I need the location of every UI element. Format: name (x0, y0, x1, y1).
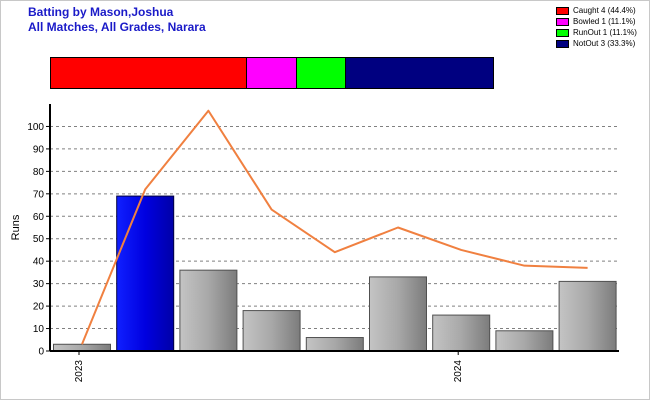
summary-segment-runout (296, 58, 346, 88)
y-tick-label: 90 (33, 144, 45, 155)
legend-label-runout: RunOut 1 (11.1%) (573, 28, 637, 37)
summary-segment-notout (345, 58, 493, 88)
chart-subtitle: All Matches, All Grades, Narara (28, 20, 206, 34)
bar (369, 276, 427, 352)
y-axis-title: Runs (10, 214, 22, 240)
legend-swatch-notout (556, 40, 569, 48)
x-tick-label: 2023 (74, 360, 85, 383)
runs-line (81, 109, 588, 345)
y-tick-label: 10 (33, 324, 45, 335)
y-tick-label: 70 (33, 189, 45, 200)
bar (53, 343, 111, 352)
y-tick-label: 0 (38, 347, 44, 358)
legend-label-bowled: Bowled 1 (11.1%) (573, 17, 636, 26)
y-tick-label: 50 (33, 234, 45, 245)
legend-swatch-caught (556, 7, 569, 15)
y-tick-label: 20 (33, 302, 45, 313)
legend-swatch-bowled (556, 18, 569, 26)
legend-label-notout: NotOut 3 (33.3%) (573, 39, 636, 48)
bar (179, 269, 238, 352)
dismissal-summary-bar (50, 57, 494, 89)
legend-label-caught: Caught 4 (44.4%) (573, 6, 636, 15)
summary-segment-bowled (247, 58, 297, 88)
chart-title: Batting by Mason,Joshua (28, 5, 174, 19)
bar (305, 337, 364, 352)
bar (495, 330, 554, 352)
legend-swatch-runout (556, 29, 569, 37)
bar (558, 280, 617, 352)
y-tick-label: 100 (27, 122, 44, 133)
bar (242, 310, 301, 352)
bar (432, 314, 491, 352)
bar (116, 195, 175, 352)
y-tick-label: 60 (33, 212, 45, 223)
y-tick-label: 80 (33, 167, 45, 178)
x-tick-label: 2024 (453, 360, 464, 383)
y-tick-label: 40 (33, 257, 45, 268)
y-tick-label: 30 (33, 279, 45, 290)
summary-segment-caught (51, 58, 248, 88)
